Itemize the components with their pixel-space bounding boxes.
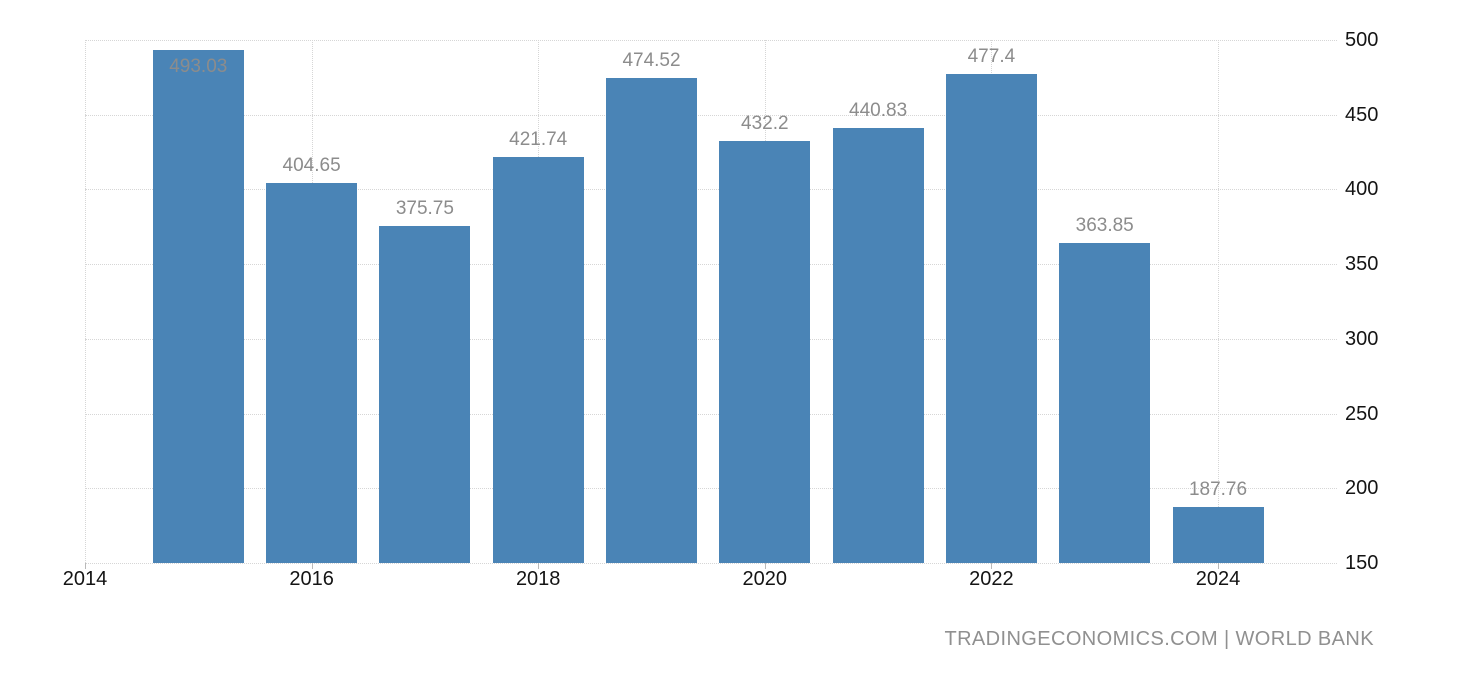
bar-value-label: 474.52: [622, 50, 681, 72]
x-axis-tick-label: 2018: [515, 568, 561, 590]
bar-2021[interactable]: [832, 128, 924, 563]
bar-2019[interactable]: [606, 78, 697, 563]
bar-2022[interactable]: [945, 73, 1037, 563]
plot-area: 493.03 404.65 375.75 421.74 474.52 432.2 440.8…: [85, 40, 1337, 569]
bar-2018[interactable]: [492, 156, 584, 563]
bar-2016[interactable]: [266, 182, 358, 563]
y-axis-tick-label: 350: [1345, 253, 1379, 276]
bar-value-label: 477.4: [967, 45, 1016, 67]
y-axis-tick-label: 250: [1345, 402, 1379, 425]
y-axis-tick-label: 450: [1345, 103, 1379, 126]
x-axis-tick-label: 2020: [742, 568, 788, 590]
gridline-horizontal: [85, 488, 1337, 490]
y-axis-tick-label: 500: [1345, 29, 1379, 51]
bar-2015[interactable]: [152, 50, 244, 563]
bar-2023[interactable]: [1059, 243, 1151, 563]
x-axis-tick-label: 2016: [289, 568, 334, 590]
y-axis-tick-label: 400: [1345, 178, 1379, 201]
x-axis-tick-mark: [991, 563, 993, 569]
gridline-horizontal: [85, 40, 1337, 41]
bar-value-label: 404.65: [282, 154, 341, 176]
bar-2024[interactable]: [1172, 506, 1264, 563]
gridline-horizontal: [85, 563, 1337, 564]
x-axis-tick-mark: [85, 563, 86, 569]
y-axis-tick-label: 200: [1345, 477, 1379, 500]
gridline-horizontal: [85, 189, 1337, 191]
bar-value-label: 363.85: [1075, 215, 1134, 237]
gridline-horizontal: [85, 264, 1337, 266]
bar-value-label: 432.2: [741, 113, 789, 135]
bar-value-label: 440.83: [849, 100, 908, 122]
bar-2020[interactable]: [719, 141, 811, 563]
bar-value-label: 421.74: [509, 128, 568, 150]
bar-value-label: 187.76: [1188, 478, 1248, 500]
bar-2017[interactable]: [379, 225, 471, 563]
gridline-vertical: [1218, 40, 1219, 563]
x-axis-tick-label: 2014: [62, 568, 108, 590]
gridline-horizontal: [85, 338, 1337, 340]
gridline-horizontal: [85, 114, 1337, 116]
bar-value-label: 493.03: [169, 56, 228, 78]
x-axis-tick-mark: [1218, 563, 1219, 569]
gridline-vertical: [85, 40, 86, 563]
x-axis-tick-label: 2022: [969, 568, 1014, 590]
bar-value-label: 375.75: [395, 197, 454, 219]
y-axis-tick-label: 150: [1345, 552, 1379, 574]
x-axis-tick-label: 2024: [1195, 568, 1241, 590]
x-axis-tick-mark: [764, 563, 766, 569]
x-axis-tick-mark: [538, 563, 540, 569]
watermark-source-note: TRADINGECONOMICS.COM | WORLD BANK: [944, 628, 1374, 650]
gridline-horizontal: [85, 413, 1337, 415]
y-axis-tick-label: 300: [1345, 327, 1379, 350]
x-axis-tick-mark: [311, 563, 313, 569]
